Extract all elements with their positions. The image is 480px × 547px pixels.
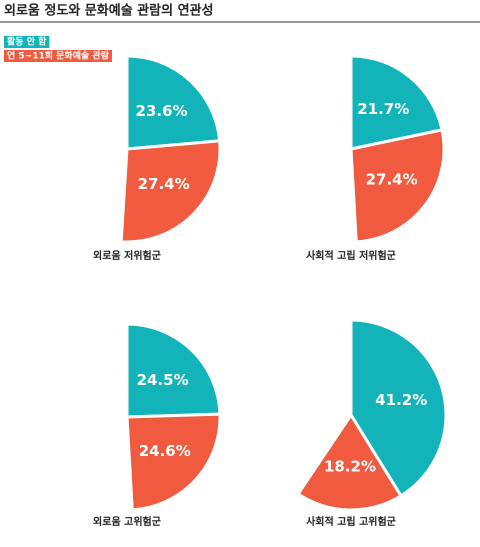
pie-slice: [349, 128, 446, 244]
value-label: 27.4%: [138, 175, 190, 193]
value-label: 27.4%: [366, 171, 418, 189]
chart-title: 외로움 정도와 문화예술 관람의 연관성: [4, 3, 213, 19]
pie-slice: [125, 322, 222, 419]
legend-label: 연 5~11회 문화예술 관람: [7, 50, 110, 62]
chart-label: 외로움 고위험군: [93, 515, 161, 528]
chart-label: 외로움 저위험군: [93, 249, 161, 262]
value-label: 41.2%: [375, 391, 427, 409]
pie-slice: [125, 54, 222, 151]
pie-slice: [119, 139, 222, 244]
value-label: 23.6%: [136, 102, 188, 120]
legend-swatch: [4, 50, 112, 62]
chart-label: 사회적 고립 저위험군: [306, 249, 396, 262]
value-label: 24.5%: [137, 371, 189, 389]
pie-slice: [296, 413, 403, 512]
value-label: 21.7%: [357, 100, 409, 118]
chart-label: 사회적 고립 고위험군: [306, 515, 396, 528]
legend-swatch: [4, 36, 50, 48]
legend-label: 활동 안 함: [7, 36, 47, 48]
value-label: 24.6%: [139, 442, 191, 460]
value-label: 18.2%: [324, 458, 376, 476]
pie-slice: [349, 54, 444, 151]
pie-slice: [125, 412, 222, 512]
